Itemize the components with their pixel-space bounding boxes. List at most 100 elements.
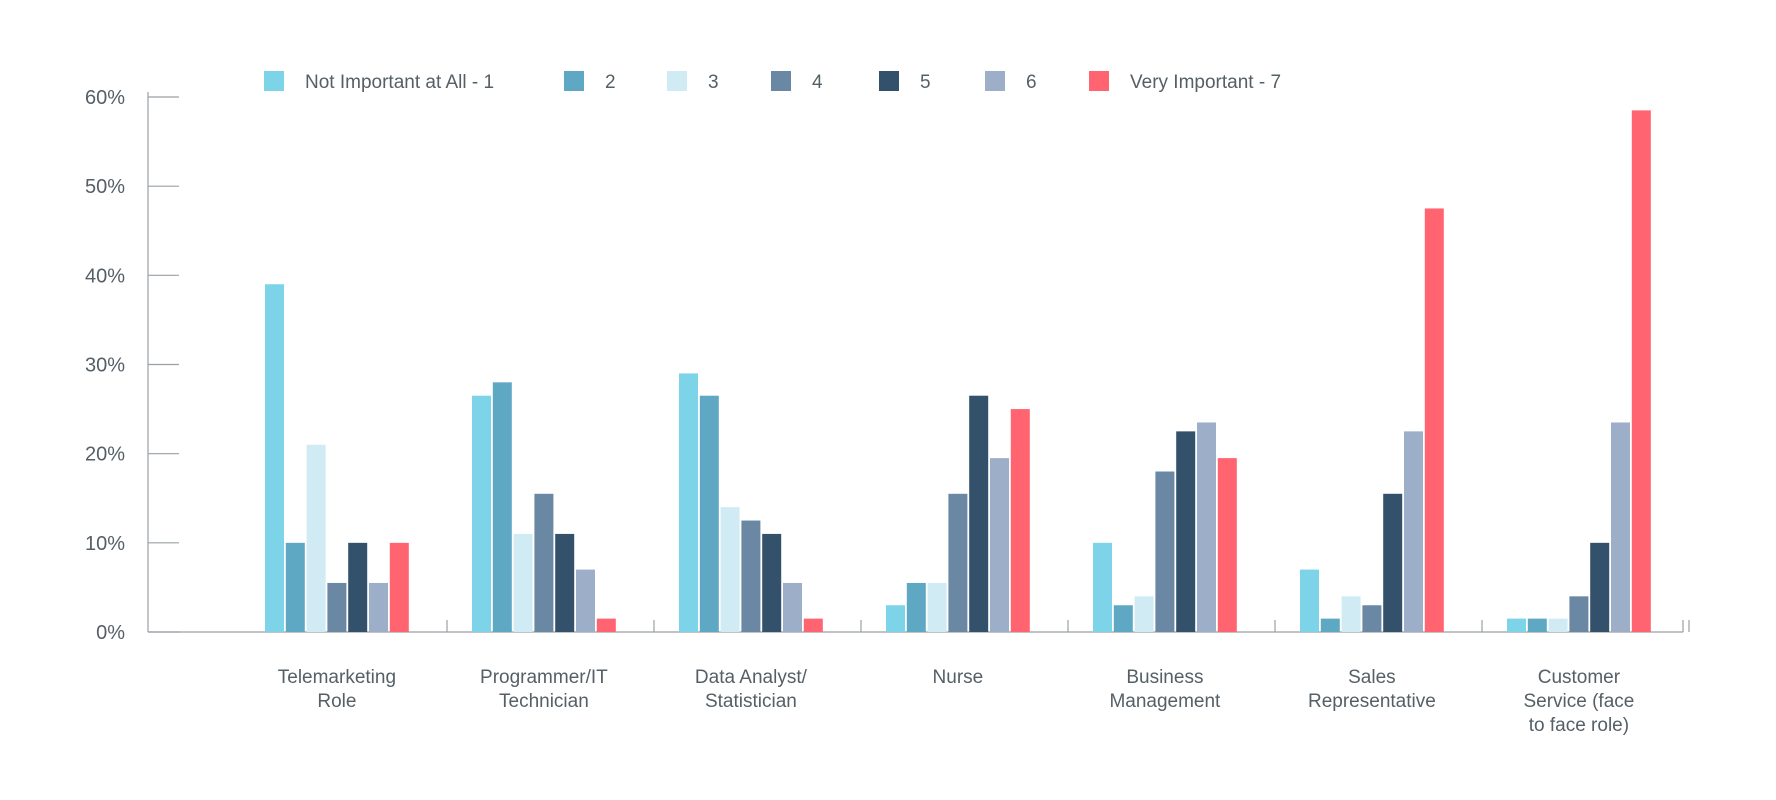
- bar: [1341, 596, 1361, 632]
- legend-item: 4: [771, 71, 823, 93]
- legend-label: 5: [920, 72, 931, 93]
- y-tick-label: 30%: [85, 355, 125, 377]
- legend-item: Not Important at All - 1: [264, 71, 494, 93]
- bar: [969, 395, 989, 632]
- category-label: Nurse: [933, 667, 984, 688]
- bar: [1611, 422, 1630, 632]
- bar: [1320, 618, 1340, 632]
- bar: [534, 493, 554, 632]
- legend-item: 2: [564, 71, 616, 93]
- bar: [306, 444, 326, 632]
- legend-swatch: [564, 71, 584, 91]
- legend-swatch: [879, 71, 899, 91]
- legend-swatch: [1089, 71, 1109, 91]
- bar: [990, 458, 1009, 632]
- bar: [369, 582, 388, 632]
- bar: [1197, 422, 1216, 632]
- bar: [886, 605, 905, 632]
- legend-swatch: [264, 71, 284, 91]
- bar-group: [886, 395, 1030, 632]
- legend: Not Important at All - 1 2 3 4 5 6 Very Import…: [264, 71, 1281, 93]
- y-tick-label: 20%: [85, 444, 125, 466]
- bar-group: [265, 284, 409, 632]
- bar: [555, 533, 575, 632]
- bar: [1134, 596, 1154, 632]
- bar: [492, 382, 512, 632]
- bar-group: [1093, 422, 1237, 632]
- bar: [1362, 605, 1382, 632]
- legend-label: 2: [605, 72, 616, 93]
- bar-group: [1300, 208, 1444, 633]
- bar: [1113, 605, 1133, 632]
- bar: [1010, 409, 1030, 632]
- legend-label: Very Important - 7: [1130, 72, 1281, 93]
- legend-item: 3: [667, 71, 719, 93]
- bar: [265, 284, 284, 632]
- y-tick-label: 0%: [96, 622, 125, 644]
- bar-group: [1507, 110, 1651, 632]
- bar: [679, 373, 698, 632]
- bar: [1548, 618, 1568, 632]
- bar: [1569, 596, 1589, 632]
- bar: [1590, 542, 1610, 632]
- bar: [720, 507, 740, 632]
- category-label: Statistician: [705, 691, 797, 712]
- y-tick-label: 50%: [85, 176, 125, 198]
- category-labels: Telemarketing Role Programmer/IT Technician…: [278, 667, 1635, 736]
- bar-group: [679, 373, 823, 632]
- bars: [265, 110, 1651, 633]
- category-label: Business: [1126, 667, 1203, 688]
- bar: [596, 618, 616, 632]
- category-label: to face role): [1529, 715, 1629, 736]
- category-label: Telemarketing: [278, 667, 396, 688]
- legend-swatch: [985, 71, 1005, 91]
- y-tick-label: 10%: [85, 533, 125, 555]
- y-axis: 0% 10% 20% 30% 40% 50% 60%: [85, 87, 179, 644]
- bar: [762, 533, 782, 632]
- bar: [1300, 569, 1319, 632]
- legend-label: Not Important at All - 1: [305, 72, 494, 93]
- bar: [348, 542, 368, 632]
- category-label: Service (face: [1523, 691, 1634, 712]
- legend-item: 5: [879, 71, 931, 93]
- bar: [1093, 542, 1112, 632]
- bar: [906, 582, 926, 632]
- bar: [699, 395, 719, 632]
- category-label: Representative: [1308, 691, 1436, 712]
- category-label: Customer: [1538, 667, 1621, 688]
- bar: [741, 520, 761, 632]
- y-tick-label: 40%: [85, 265, 125, 287]
- bar: [1155, 471, 1175, 632]
- bar: [803, 618, 823, 632]
- bar: [783, 582, 802, 632]
- bar: [1217, 458, 1237, 632]
- category-label: Programmer/IT: [480, 667, 608, 688]
- bar: [948, 493, 968, 632]
- bar: [513, 533, 533, 632]
- bar: [285, 542, 305, 632]
- bar: [1404, 431, 1423, 632]
- bar: [1527, 618, 1547, 632]
- category-label: Sales: [1348, 667, 1396, 688]
- bar: [576, 569, 595, 632]
- bar: [1176, 431, 1196, 632]
- bar-group: [472, 382, 616, 632]
- legend-swatch: [771, 71, 791, 91]
- legend-label: 4: [812, 72, 823, 93]
- bar: [1424, 208, 1444, 633]
- category-label: Technician: [499, 691, 589, 712]
- legend-item: Very Important - 7: [1089, 71, 1281, 93]
- category-label: Role: [317, 691, 356, 712]
- legend-label: 3: [708, 72, 719, 93]
- bar: [1631, 110, 1651, 632]
- category-label: Management: [1109, 691, 1221, 712]
- bar: [472, 395, 491, 632]
- bar: [1383, 493, 1403, 632]
- legend-swatch: [667, 71, 687, 91]
- legend-label: 6: [1026, 72, 1037, 93]
- y-tick-label: 60%: [85, 87, 125, 109]
- legend-item: 6: [985, 71, 1037, 93]
- bar: [927, 582, 947, 632]
- bar: [327, 582, 347, 632]
